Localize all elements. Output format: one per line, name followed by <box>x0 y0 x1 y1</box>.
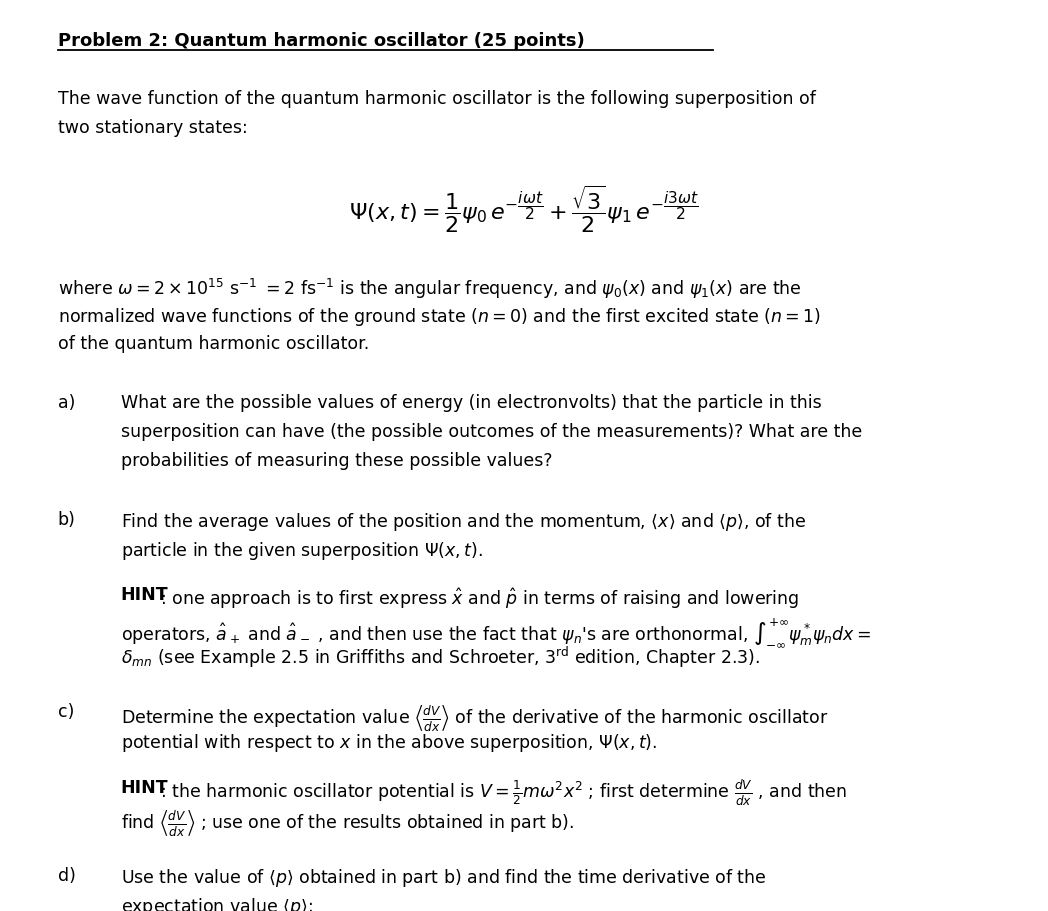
Text: Problem 2: Quantum harmonic oscillator (25 points): Problem 2: Quantum harmonic oscillator (… <box>58 32 585 50</box>
Text: The wave function of the quantum harmonic oscillator is the following superposit: The wave function of the quantum harmoni… <box>58 90 815 108</box>
Text: $\delta_{mn}$ (see Example 2.5 in Griffiths and Schroeter, 3$^{\rm rd}$ edition,: $\delta_{mn}$ (see Example 2.5 in Griffi… <box>121 644 760 670</box>
Text: superposition can have (the possible outcomes of the measurements)? What are the: superposition can have (the possible out… <box>121 423 861 441</box>
Text: c): c) <box>58 702 74 721</box>
Text: Determine the expectation value $\left\langle\frac{dV}{dx}\right\rangle$ of the : Determine the expectation value $\left\l… <box>121 702 828 732</box>
Text: operators, $\hat{a}_+$ and $\hat{a}_-$ , and then use the fact that $\psi_n$'s a: operators, $\hat{a}_+$ and $\hat{a}_-$ ,… <box>121 615 871 648</box>
Text: HINT: HINT <box>121 778 168 796</box>
Text: Find the average values of the position and the momentum, $\langle x\rangle$ and: Find the average values of the position … <box>121 510 806 532</box>
Text: two stationary states:: two stationary states: <box>58 119 247 138</box>
Text: find $\left\langle\frac{dV}{dx}\right\rangle$ ; use one of the results obtained : find $\left\langle\frac{dV}{dx}\right\ra… <box>121 807 574 837</box>
Text: expectation value $\langle p\rangle$:: expectation value $\langle p\rangle$: <box>121 895 312 911</box>
Text: : one approach is to first express $\hat{x}$ and $\hat{p}$ in terms of raising a: : one approach is to first express $\hat… <box>160 586 800 610</box>
Text: $\Psi(x,t) = \dfrac{1}{2}\psi_0\, e^{-\dfrac{i\omega t}{2}} + \dfrac{\sqrt{3}}{2: $\Psi(x,t) = \dfrac{1}{2}\psi_0\, e^{-\d… <box>349 183 699 235</box>
Text: Use the value of $\langle p\rangle$ obtained in part b) and find the time deriva: Use the value of $\langle p\rangle$ obta… <box>121 865 766 887</box>
Text: potential with respect to $x$ in the above superposition, $\Psi(x, t)$.: potential with respect to $x$ in the abo… <box>121 732 657 753</box>
Text: normalized wave functions of the ground state ($n = 0$) and the first excited st: normalized wave functions of the ground … <box>58 306 821 328</box>
Text: : the harmonic oscillator potential is $V = \frac{1}{2}m\omega^2 x^2$ ; first de: : the harmonic oscillator potential is $… <box>160 778 848 807</box>
Text: where $\omega = 2 \times 10^{15}$ s$^{-1}$ $= 2$ fs$^{-1}$ is the angular freque: where $\omega = 2 \times 10^{15}$ s$^{-1… <box>58 277 802 301</box>
Text: b): b) <box>58 510 75 528</box>
Text: d): d) <box>58 865 75 884</box>
Text: of the quantum harmonic oscillator.: of the quantum harmonic oscillator. <box>58 335 369 353</box>
Text: a): a) <box>58 394 75 412</box>
Text: What are the possible values of energy (in electronvolts) that the particle in t: What are the possible values of energy (… <box>121 394 822 412</box>
Text: HINT: HINT <box>121 586 168 604</box>
Text: particle in the given superposition $\Psi(x, t)$.: particle in the given superposition $\Ps… <box>121 539 482 561</box>
Text: probabilities of measuring these possible values?: probabilities of measuring these possibl… <box>121 452 552 470</box>
